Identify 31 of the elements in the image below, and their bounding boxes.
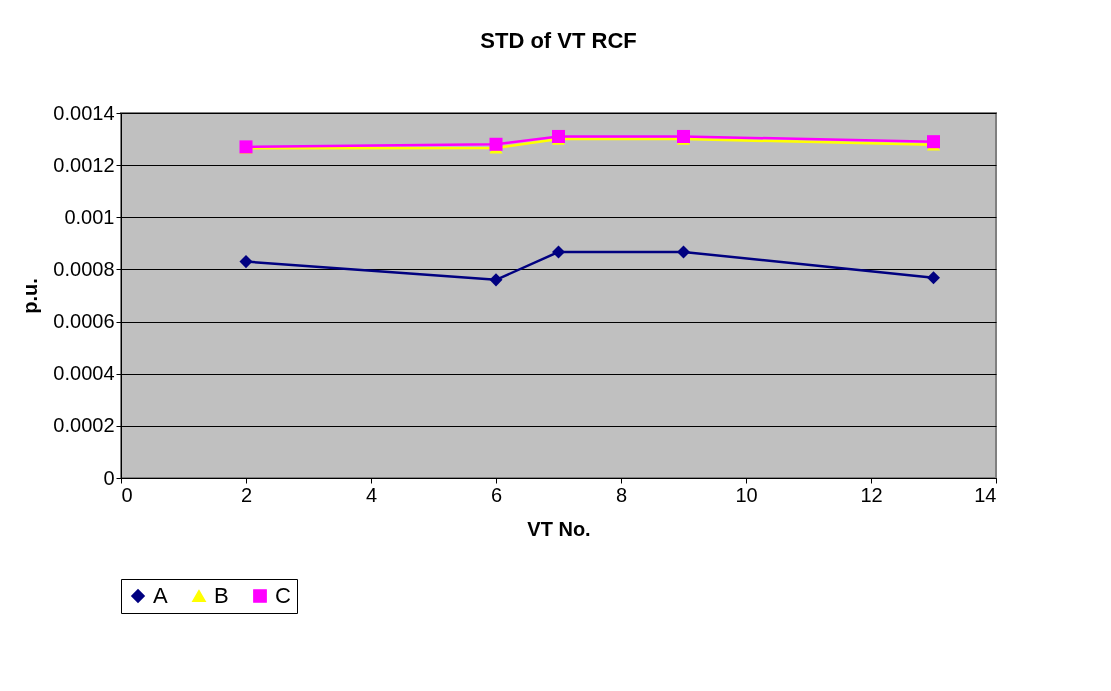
x-tick-label: 10 (735, 483, 758, 506)
point (239, 255, 253, 269)
point (676, 129, 691, 143)
y-axis-title: p.u. (19, 278, 42, 314)
y-tick-label: 0.0004 (53, 362, 115, 385)
y-tick-label: 0.0008 (53, 257, 115, 280)
y-tick-label: 0.0014 (53, 101, 115, 124)
point (551, 129, 566, 143)
y-tick-label: 0.0012 (53, 153, 115, 176)
y-tick-label: 0 (103, 466, 115, 489)
y-tick-label: 0.001 (64, 205, 115, 228)
x-tick-label: 2 (240, 483, 253, 506)
chart-title: STD of VT RCF (480, 28, 637, 53)
legend-label: B (214, 583, 229, 608)
x-tick-label: 8 (615, 483, 628, 506)
legend-label: A (153, 583, 168, 608)
point (551, 245, 566, 259)
point (489, 137, 503, 151)
point (926, 271, 941, 285)
x-tick-label: 12 (860, 483, 883, 506)
x-tick-label: 6 (490, 483, 503, 506)
x-axis-title: VT No. (527, 517, 591, 540)
legend-label: C (275, 583, 291, 608)
x-tick-label: 14 (974, 483, 997, 506)
x-tick-label: 0 (121, 483, 133, 506)
y-tick-label: 0.0002 (53, 414, 115, 437)
point (676, 245, 691, 259)
point (926, 135, 941, 149)
point (489, 273, 503, 287)
y-tick-label: 0.0006 (53, 310, 115, 333)
x-tick-label: 4 (365, 483, 378, 506)
